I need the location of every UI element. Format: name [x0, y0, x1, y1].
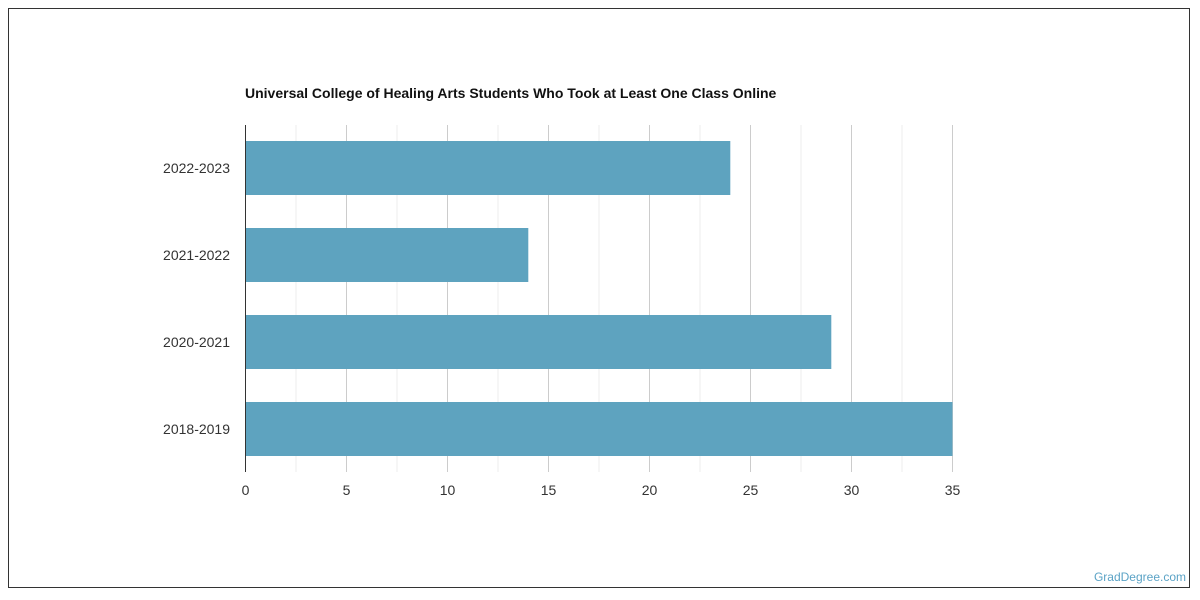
x-tick-label-10: 10 [440, 482, 456, 498]
x-tick-label-15: 15 [541, 482, 557, 498]
x-tick-label-25: 25 [743, 482, 759, 498]
category-label-2018-2019: 2018-2019 [163, 421, 230, 437]
x-tick-label-20: 20 [642, 482, 658, 498]
category-labels: 2022-2023 2021-2022 2020-2021 2018-2019 [163, 160, 230, 437]
category-label-2022-2023: 2022-2023 [163, 160, 230, 176]
x-tick-labels: 0 5 10 15 20 25 30 35 [242, 482, 961, 498]
x-tick-label-0: 0 [242, 482, 250, 498]
bar-2022-2023 [245, 141, 731, 195]
bar-2021-2022 [245, 228, 529, 282]
bar-2020-2021 [245, 315, 832, 369]
bar-2018-2019 [245, 402, 953, 456]
x-tick-label-5: 5 [343, 482, 351, 498]
chart-title: Universal College of Healing Arts Studen… [245, 85, 777, 101]
category-label-2020-2021: 2020-2021 [163, 334, 230, 350]
category-label-2021-2022: 2021-2022 [163, 247, 230, 263]
watermark-link[interactable]: GradDegree.com [1093, 570, 1186, 584]
bars [245, 141, 953, 456]
x-tick-label-35: 35 [945, 482, 961, 498]
x-tick-label-30: 30 [844, 482, 860, 498]
